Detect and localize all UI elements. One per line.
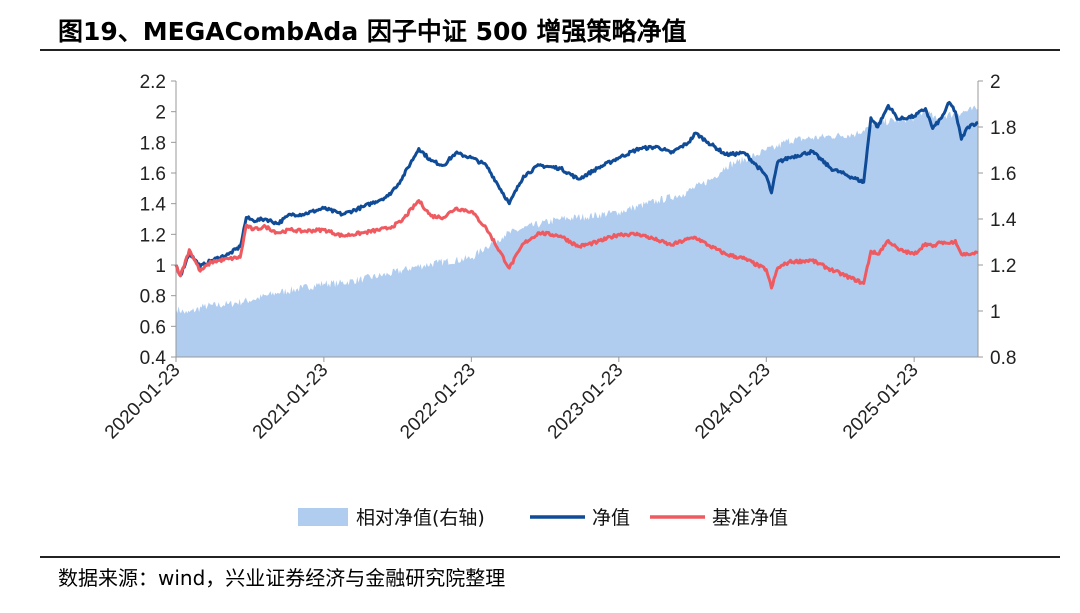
y-right-tick-label: 1.2 — [990, 256, 1016, 277]
x-tick-label: 2023-01-23 — [544, 360, 628, 444]
x-tick-label: 2025-01-23 — [839, 360, 923, 444]
y-right-tick-label: 1.4 — [990, 210, 1017, 231]
y-left-tick-label: 1 — [155, 256, 166, 277]
y-left-tick-label: 0.4 — [140, 348, 167, 369]
axis-layer — [171, 80, 983, 362]
legend-label: 基准净值 — [712, 507, 788, 529]
y-right-tick-label: 2 — [990, 72, 1001, 93]
source-note: 数据来源：wind，兴业证券经济与金融研究院整理 — [58, 566, 506, 590]
legend-item-benchmark: 基准净值 — [650, 507, 788, 529]
y-left-tick-label: 1.8 — [140, 133, 166, 154]
y-left-tick-label: 2.2 — [140, 72, 166, 93]
y-left-tick-label: 1.4 — [140, 195, 167, 216]
y-right-tick-label: 0.8 — [990, 348, 1016, 369]
title-rule — [40, 49, 1060, 51]
series-line-benchmark — [174, 199, 979, 290]
chart-title: 图19、MEGACombAda 因子中证 500 增强策略净值 — [58, 17, 687, 46]
source-rule — [40, 556, 1060, 558]
x-tick-label: 2022-01-23 — [396, 360, 480, 444]
legend-item-net-value: 净值 — [530, 507, 630, 529]
y-left-tick-label: 1.2 — [140, 225, 166, 246]
legend-item-relative-nav: 相对净值(右轴) — [298, 507, 485, 529]
legend-label: 净值 — [592, 507, 630, 529]
y-left-tick-label: 1.6 — [140, 164, 166, 185]
y-right-tick-label: 1 — [990, 302, 1001, 323]
x-tick-label: 2021-01-23 — [249, 360, 333, 444]
x-tick-label: 2020-01-23 — [101, 360, 185, 444]
line-layer — [174, 101, 979, 290]
legend-swatch — [298, 508, 348, 526]
y-left-tick-label: 0.8 — [140, 287, 166, 308]
y-left-tick-label: 0.6 — [140, 317, 166, 338]
series-line-net-value — [174, 101, 979, 278]
y-left-tick-label: 2 — [155, 103, 166, 124]
x-tick-label: 2024-01-23 — [691, 360, 775, 444]
legend-label: 相对净值(右轴) — [356, 507, 485, 529]
chart-canvas: 0.4 0.6 0.8 1 1.2 1.4 1.6 1.8 2 2.2 0.8 1 1.2 1.4 1.6 1… — [101, 72, 1017, 529]
y-right-tick-label: 1.6 — [990, 164, 1016, 185]
legend: 相对净值(右轴) 净值 基准净值 — [298, 507, 788, 529]
y-right-tick-label: 1.8 — [990, 118, 1016, 139]
